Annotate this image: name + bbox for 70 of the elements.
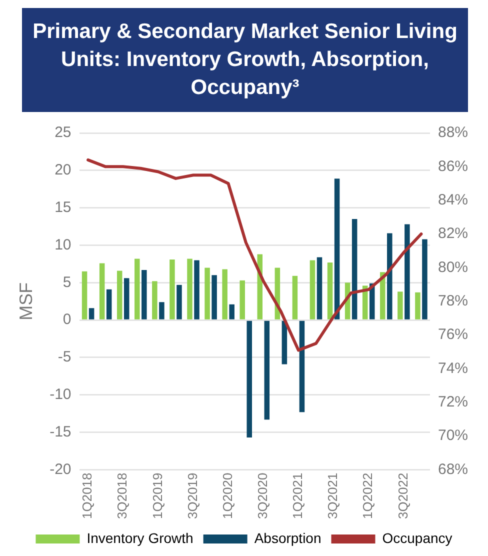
legend-label: Occupancy [382, 530, 452, 546]
x-tick-label: 3Q2020 [254, 472, 270, 520]
bar [380, 272, 386, 320]
y-tick-label: -10 [50, 386, 72, 404]
y-tick-label: 20 [54, 162, 72, 179]
y2-tick-label: 78% [438, 292, 468, 310]
y-axis-title: MSF [16, 282, 36, 320]
bar [310, 260, 316, 320]
bar [415, 292, 420, 320]
bar [194, 260, 200, 320]
x-tick-label: 1Q2022 [360, 472, 376, 520]
bar [398, 292, 403, 320]
y-tick-label: -5 [58, 348, 72, 366]
x-tick-label: 1Q2021 [290, 472, 306, 520]
bar [88, 308, 94, 320]
bar [327, 262, 333, 320]
x-tick-label: 3Q2019 [184, 472, 200, 520]
bar [334, 178, 340, 320]
y2-tick-label: 72% [438, 394, 468, 411]
bar [404, 224, 410, 320]
bar [222, 269, 228, 320]
y2-tick-label: 86% [438, 158, 468, 175]
bar [142, 270, 147, 320]
y-tick-label: 0 [62, 311, 72, 328]
bar [134, 258, 140, 320]
x-tick-label: 1Q2019 [150, 472, 165, 520]
y-tick-label: -20 [50, 460, 72, 478]
legend-label: Absorption [254, 530, 322, 546]
x-tick-label: 3Q2022 [395, 472, 410, 520]
x-tick-label: 3Q2021 [325, 472, 340, 520]
y2-tick-label: 82% [438, 225, 468, 242]
bar [229, 304, 234, 320]
bar [299, 320, 305, 412]
x-tick-label: 1Q2020 [220, 472, 235, 520]
y2-tick-label: 70% [438, 427, 468, 444]
y2-tick-label: 84% [438, 191, 468, 208]
bar [264, 320, 270, 420]
bar [204, 268, 210, 320]
legend-label: Inventory Growth [86, 530, 194, 546]
y2-tick-label: 68% [438, 460, 468, 478]
y2-tick-label: 88% [438, 124, 468, 142]
bar [124, 278, 130, 320]
bar [116, 270, 122, 320]
bar [106, 289, 112, 320]
x-tick-label: 3Q2018 [114, 472, 130, 520]
bar [352, 219, 358, 320]
bar [292, 276, 298, 320]
bar [82, 271, 88, 320]
bar [316, 257, 322, 320]
bar [387, 233, 392, 320]
bar [170, 259, 175, 320]
chart-title: Primary & Secondary Market Senior Living Units: Inventory Growth, Absorption, Occupany³ [22, 8, 468, 112]
y-tick-label: 25 [54, 124, 72, 142]
x-tick-label: 1Q2018 [80, 472, 95, 520]
bar [422, 239, 428, 320]
y-tick-label: -15 [50, 423, 72, 440]
bar [152, 281, 158, 320]
y-tick-label: 15 [54, 198, 72, 216]
y-tick-label: 5 [62, 274, 72, 291]
bar [187, 258, 192, 320]
y2-tick-label: 74% [438, 360, 468, 377]
y2-tick-label: 80% [438, 258, 468, 276]
bar [159, 302, 164, 320]
y-tick-label: 10 [54, 236, 72, 254]
bar [246, 320, 252, 438]
bar [99, 263, 105, 320]
bar [176, 284, 182, 320]
y2-tick-label: 76% [438, 326, 468, 344]
bar [240, 280, 245, 320]
bar [212, 275, 217, 320]
